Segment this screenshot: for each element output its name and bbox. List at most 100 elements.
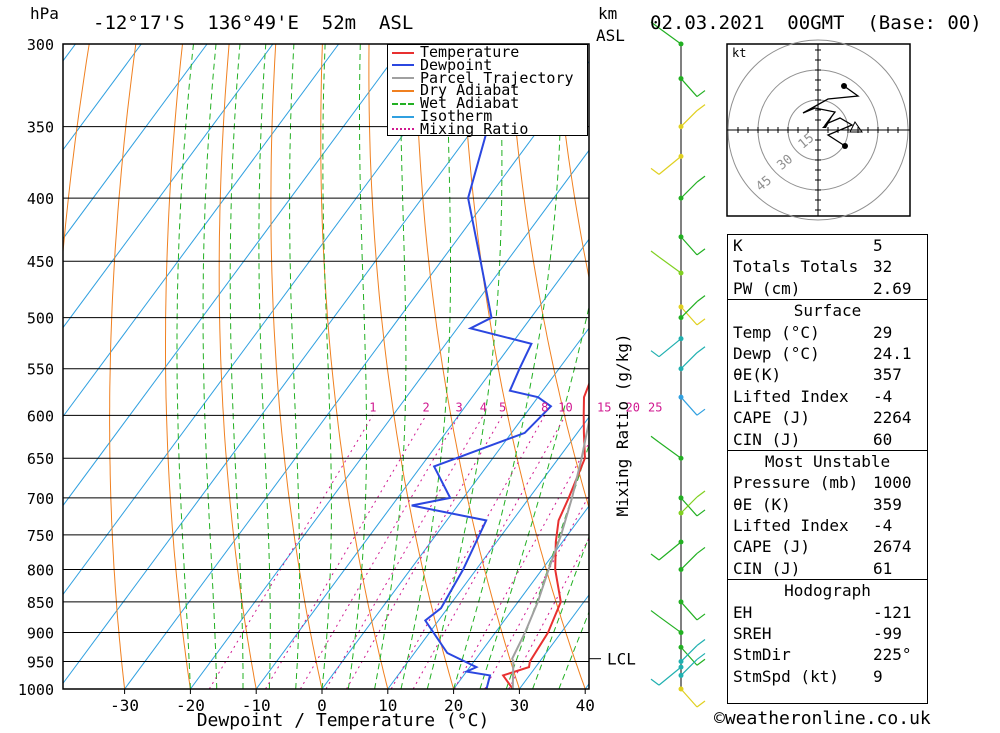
x-tick-label: 40: [576, 696, 595, 715]
index-row: CAPE (J) 2674: [728, 536, 927, 557]
isotherm-line: [63, 44, 537, 685]
index-value: 9: [873, 666, 883, 686]
wind-barb: [680, 688, 698, 708]
legend-item: Temperature: [392, 43, 520, 61]
index-row: EH -121: [728, 602, 927, 623]
hodograph-header: Hodograph: [728, 579, 927, 601]
mixing-ratio-axis-title: Mixing Ratio (g/kg): [613, 333, 632, 516]
index-key: θE (K): [733, 494, 791, 514]
index-row: Lifted Index -4: [728, 386, 927, 407]
legend-item: Isotherm: [392, 109, 492, 124]
wind-barb: [680, 110, 698, 128]
index-value: 2264: [873, 408, 912, 428]
wind-barb: [680, 78, 698, 97]
index-row: StmDir 225°: [728, 644, 927, 665]
legend-swatch: [392, 51, 414, 54]
index-row: θE (K) 359: [728, 494, 927, 515]
isotherm-line: [63, 44, 471, 596]
dry-adiabat-line: [975, 44, 1000, 689]
wind-barb-flag: [650, 350, 660, 358]
wind-barb: [680, 645, 698, 662]
wind-barb: [658, 441, 682, 459]
legend-swatch: [392, 89, 414, 92]
wind-barb: [680, 352, 698, 370]
wind-barb: [658, 666, 682, 686]
legend-swatch: [392, 102, 414, 105]
legend-item: Mixing Ratio: [392, 121, 528, 136]
wind-barb-flag: [696, 509, 706, 517]
isotherm-line: [63, 44, 340, 418]
legend-swatch: [392, 77, 414, 80]
legend-item: Parcel Trajectory: [392, 68, 574, 87]
wind-barb: [680, 496, 698, 514]
location-title: -12°17'S 136°49'E 52m ASL: [93, 12, 414, 34]
isotherm-line: [453, 505, 589, 689]
index-row: SREH -99: [728, 623, 927, 644]
mixing-ratio-label: 3: [455, 400, 462, 414]
pressure-tick-label: 950: [27, 654, 54, 672]
wind-barb-flag: [650, 678, 660, 686]
index-row: Pressure (mb) 1000: [728, 472, 927, 493]
wet-adiabat-line: [558, 610, 589, 689]
storm-motion-arrow: [822, 117, 832, 128]
legend-item: Dewpoint: [392, 57, 492, 72]
x-tick-label: 0: [317, 696, 327, 715]
wind-barb-flag: [650, 435, 660, 443]
isotherm-line: [189, 149, 589, 689]
pressure-tick-label: 350: [27, 119, 54, 137]
index-key: Lifted Index: [733, 386, 849, 406]
legend-item: Dry Adiabat: [392, 83, 519, 98]
index-value: 60: [873, 429, 893, 449]
wet-adiabat-line: [532, 535, 589, 689]
wind-barb-flag: [696, 613, 706, 621]
dry-adiabat-line: [368, 44, 455, 689]
index-value: -99: [873, 624, 902, 644]
mixing-ratio-label: 15: [597, 400, 611, 414]
pressure-tick-label: 850: [27, 594, 54, 612]
wind-barb: [658, 155, 682, 175]
wind-barb: [658, 256, 682, 274]
index-row: CIN (J) 60: [728, 429, 927, 450]
index-key: Totals Totals: [733, 257, 859, 277]
isotherm-line: [63, 44, 142, 151]
index-value: 5: [873, 236, 883, 255]
plot-border: [62, 43, 590, 690]
hodograph-unit-label: kt: [732, 46, 746, 60]
dry-adiabat-line: [929, 44, 1000, 689]
dry-adiabat-line: [63, 44, 90, 257]
mixing-ratio-line: [453, 441, 589, 689]
x-tick-label: -30: [110, 696, 139, 715]
hodograph-point: [842, 143, 848, 149]
site-name: weatheronline.co.uk: [724, 708, 931, 729]
wind-barb-flag: [696, 490, 706, 498]
dry-adiabat-line: [320, 44, 389, 689]
index-value: 2.69: [873, 278, 912, 298]
index-key: SREH: [733, 624, 772, 644]
x-tick-label: 10: [378, 696, 397, 715]
wind-barb-flag: [696, 248, 706, 256]
surface-header: Surface: [728, 299, 927, 321]
mixing-ratio-label: 5: [499, 400, 506, 414]
isotherm-line: [321, 327, 589, 689]
legend-label: Temperature: [420, 43, 520, 61]
legend-swatch: [392, 64, 414, 67]
plot-frame: [62, 43, 590, 690]
index-key: K: [733, 236, 743, 255]
wind-barb: [658, 338, 682, 358]
wet-adiabat-line: [453, 44, 563, 689]
wind-barb: [658, 616, 682, 634]
index-key: StmSpd (kt): [733, 666, 839, 686]
wind-barb: [680, 306, 698, 326]
pressure-tick-label: 550: [27, 361, 54, 379]
wet-adiabat-line: [289, 44, 301, 689]
pressure-tick-label: 600: [27, 407, 54, 425]
mixing-ratio-label: 20: [625, 400, 639, 414]
index-key: CIN (J): [733, 558, 801, 578]
legend-label: Parcel Trajectory: [420, 68, 574, 87]
hodograph-marker: [849, 121, 863, 133]
index-row: Lifted Index -4: [728, 515, 927, 536]
wind-barb-flag: [650, 21, 660, 29]
wind-barb: [680, 497, 698, 517]
legend: Temperature Dewpoint Parcel Trajectory Dry …: [387, 44, 588, 136]
